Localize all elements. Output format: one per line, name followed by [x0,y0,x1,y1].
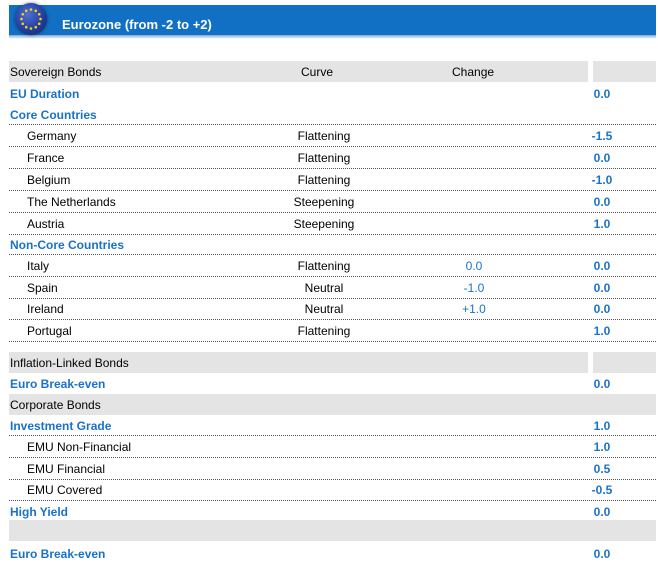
score-value: -1.0 [591,173,613,187]
noncore-countries-heading: Non-Core Countries [9,234,656,255]
table-row: Austria Steepening 1.0 [9,213,656,235]
column-sovereign-bonds: Sovereign Bonds [10,65,102,79]
table-row: Spain Neutral -1.0 0.0 [9,277,656,299]
title-bar-shadow [9,35,656,39]
investment-grade-label: Investment Grade [10,419,112,433]
change-value: +1.0 [462,302,486,316]
final-breakeven-value: 0.0 [593,547,611,561]
inflation-heading: Inflation-Linked Bonds [9,352,656,373]
country-name: Portugal [27,324,72,338]
euro-breakeven-row: Euro Break-even 0.0 [9,373,656,394]
euro-breakeven-value: 0.0 [593,377,611,391]
investment-grade-value: 1.0 [593,419,611,433]
page-title: Eurozone (from -2 to +2) [62,17,212,32]
curve-value: Neutral [304,281,344,295]
table-row: EMU Financial 0.5 [9,458,656,480]
score-value: 0.0 [593,151,611,165]
score-value: 1.0 [593,217,611,231]
country-name: Austria [27,217,65,231]
sector-name: EMU Financial [27,462,106,476]
corporate-heading: Corporate Bonds [9,394,656,415]
high-yield-label: High Yield [10,505,69,519]
change-value: 0.0 [465,259,483,273]
table-row: Ireland Neutral +1.0 0.0 [9,298,656,320]
change-value: -1.0 [463,281,485,295]
sector-name: EMU Non-Financial [27,440,132,454]
country-name: Germany [27,129,77,143]
column-change: Change [452,65,495,79]
curve-value: Flattening [297,151,351,165]
eu-flag-icon [15,3,47,35]
divider [9,124,656,125]
column-curve: Curve [301,65,334,79]
noncore-countries-title: Non-Core Countries [10,238,124,252]
table-row: Italy Flattening 0.0 0.0 [9,255,656,277]
divider [9,435,656,436]
table-row: Germany Flattening -1.5 [9,125,656,147]
sector-name: EMU Covered [27,483,103,497]
inflation-title: Inflation-Linked Bonds [10,356,129,370]
final-breakeven-label: Euro Break-even [10,547,106,561]
column-header-row: Sovereign Bonds Curve Change [9,61,656,82]
score-value: -0.5 [591,483,613,497]
core-countries-heading: Core Countries [9,104,656,125]
country-name: France [27,151,65,165]
country-name: Italy [27,259,50,273]
score-value: -1.5 [591,129,613,143]
high-yield-value: 0.0 [593,505,611,519]
eu-duration-value: 0.0 [593,87,611,101]
curve-value: Steepening [293,217,355,231]
curve-value: Flattening [297,173,351,187]
corporate-title: Corporate Bonds [10,398,101,412]
country-name: Spain [27,281,58,295]
investment-grade-row: Investment Grade 1.0 [9,415,656,436]
score-value: 0.0 [593,195,611,209]
table-row: The Netherlands Steepening 0.0 [9,191,656,213]
table-row: Belgium Flattening -1.0 [9,169,656,191]
score-value: 1.0 [593,440,611,454]
country-name: Ireland [27,302,64,316]
euro-breakeven-label: Euro Break-even [10,377,106,391]
curve-value: Flattening [297,324,351,338]
title-bar: Eurozone (from -2 to +2) [9,5,656,35]
score-value: 1.0 [593,324,611,338]
score-value: 0.0 [593,259,611,273]
core-countries-title: Core Countries [10,108,97,122]
table-row: Portugal Flattening 1.0 [9,320,656,342]
high-yield-row: High Yield 0.0 [9,501,656,522]
country-name: The Netherlands [27,195,116,209]
table-row: France Flattening 0.0 [9,147,656,169]
divider [9,254,656,255]
country-name: Belgium [27,173,71,187]
eu-duration-label: EU Duration [10,87,80,101]
curve-value: Steepening [293,195,355,209]
curve-value: Neutral [304,302,344,316]
blank-band [9,520,656,541]
score-value: 0.0 [593,302,611,316]
table-row: EMU Covered -0.5 [9,479,656,501]
score-value: 0.5 [593,462,611,476]
curve-value: Flattening [297,129,351,143]
eu-duration-row: EU Duration 0.0 [9,83,656,104]
table-row: EMU Non-Financial 1.0 [9,436,656,458]
curve-value: Flattening [297,259,351,273]
final-breakeven-row: Euro Break-even 0.0 [9,543,656,564]
score-value: 0.0 [593,281,611,295]
